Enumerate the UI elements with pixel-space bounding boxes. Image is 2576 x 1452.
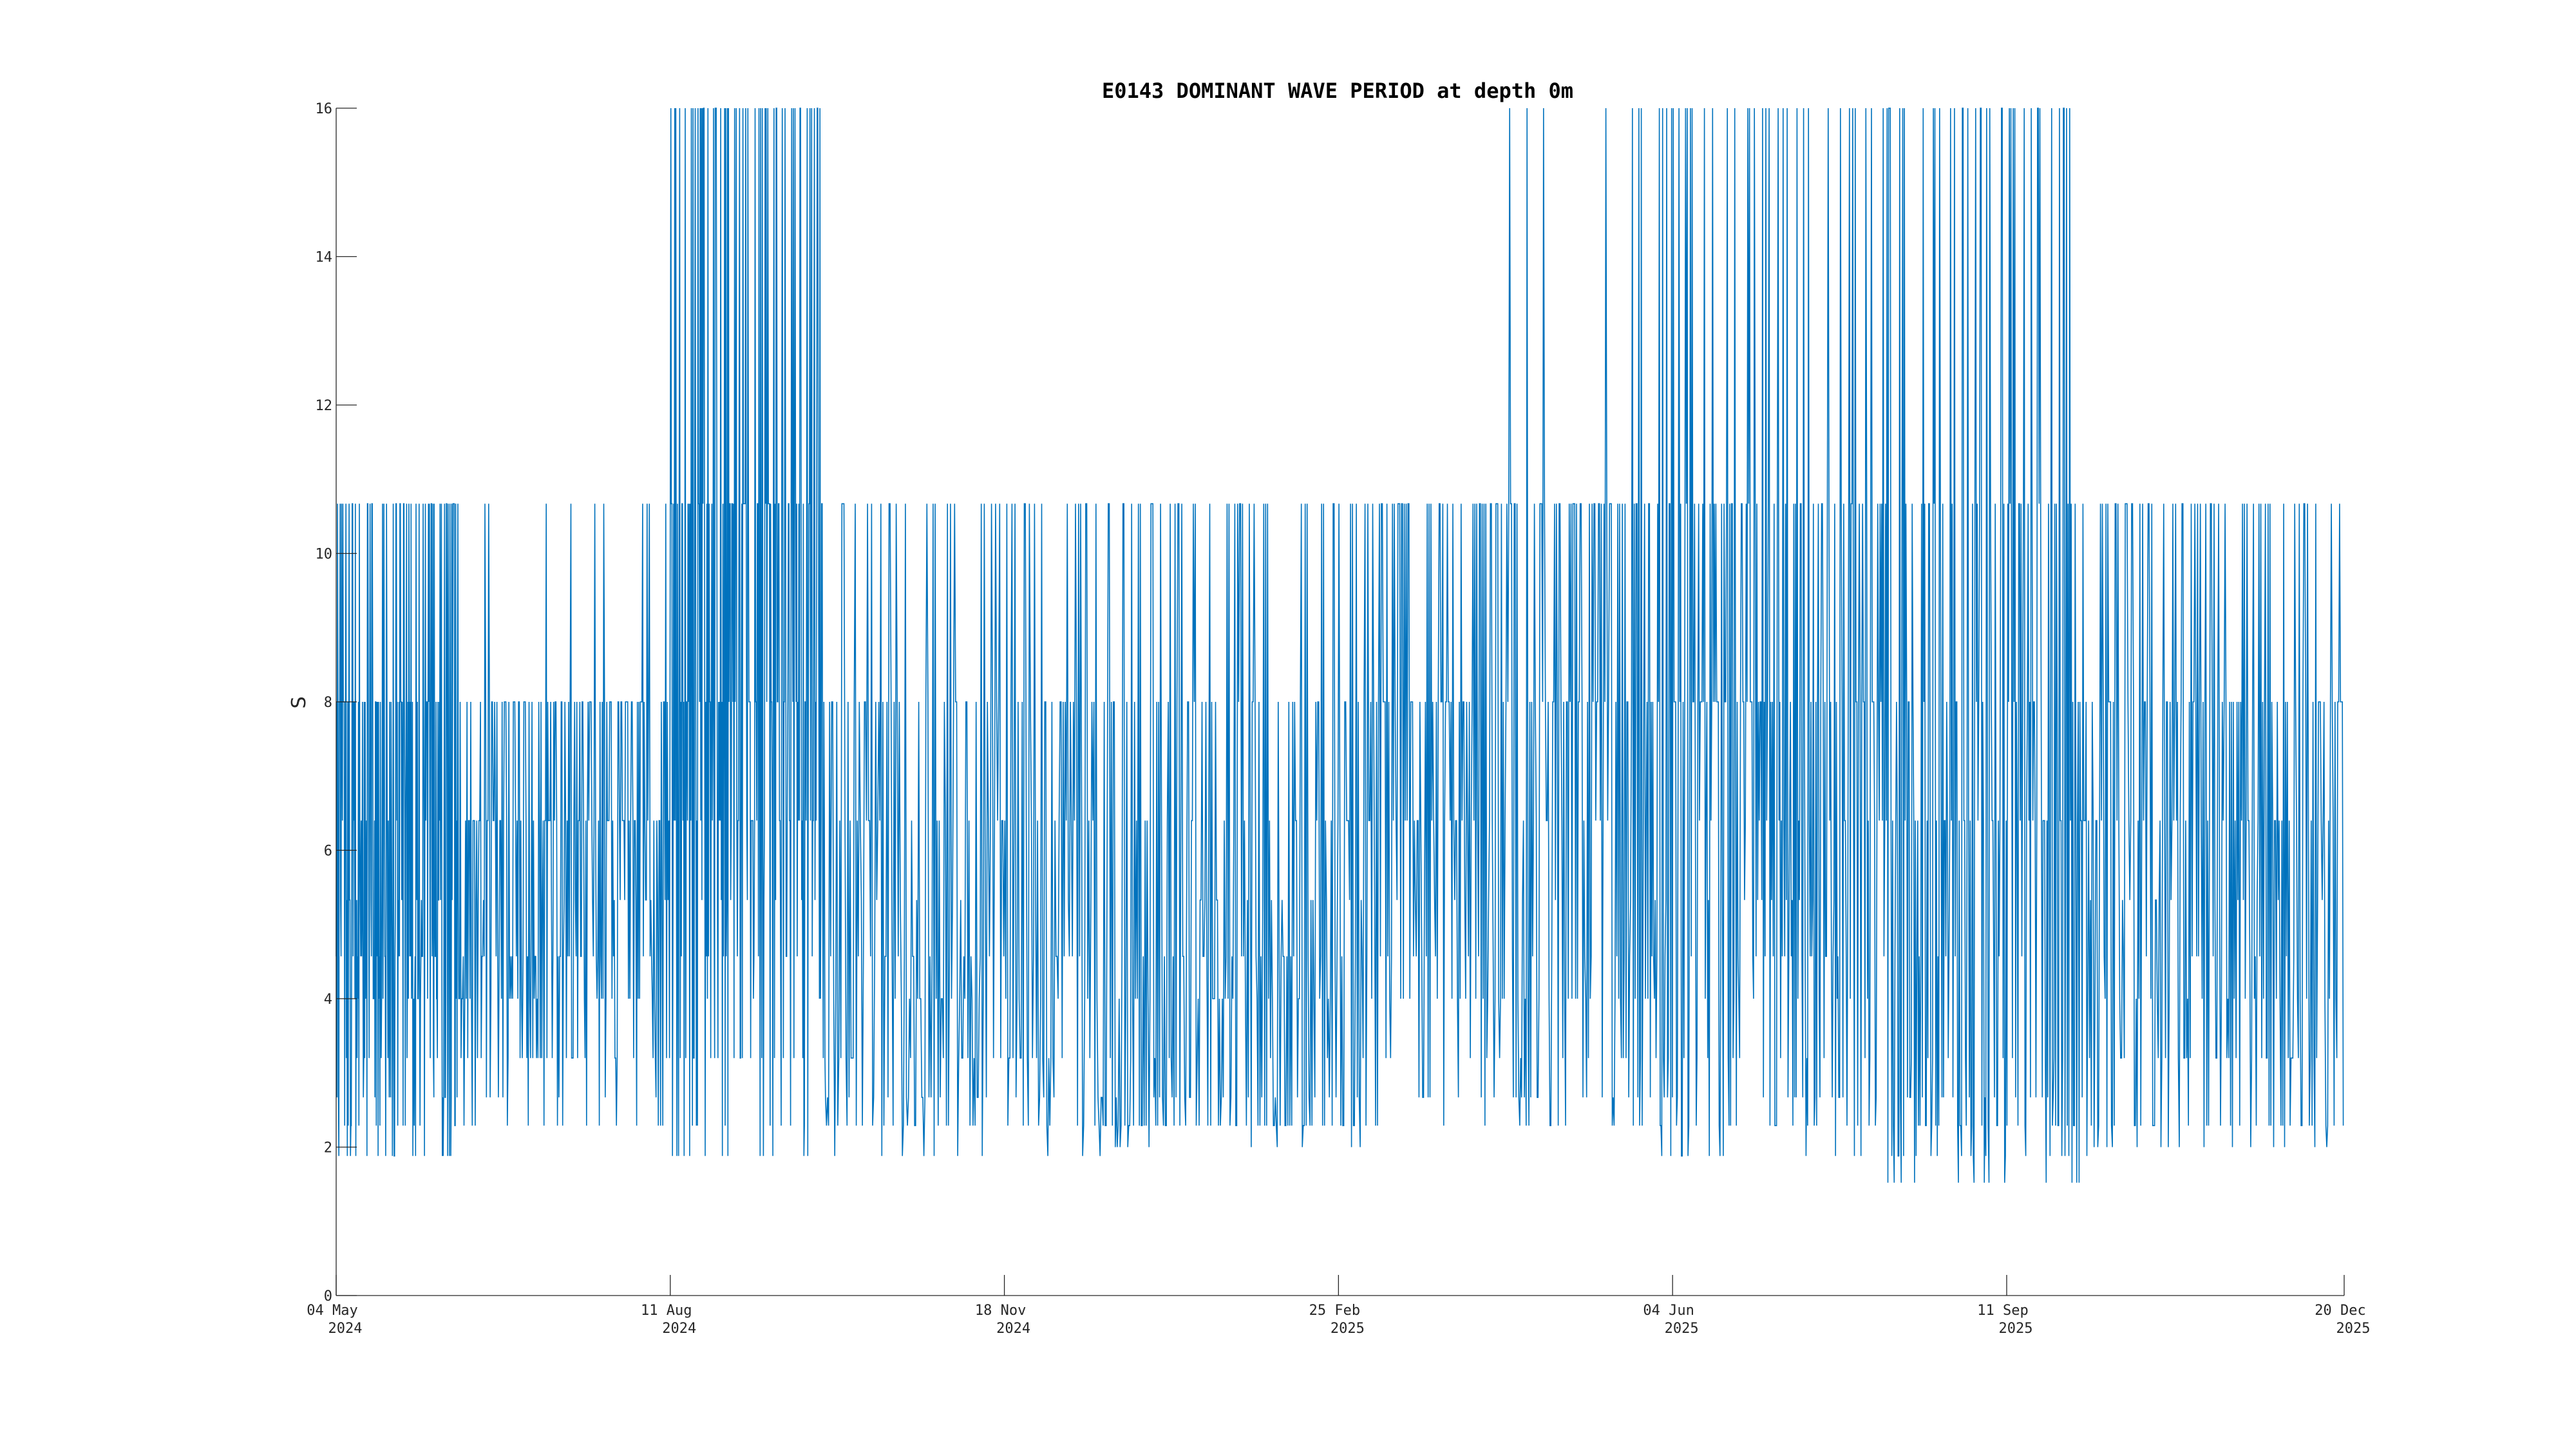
x-tick-label-6-line1: 20 Dec <box>2315 1303 2365 1319</box>
series-group <box>336 108 2344 1183</box>
x-tick-label-3-line2: 2025 <box>1331 1321 1365 1337</box>
y-tick-label-6: 6 <box>324 844 332 860</box>
x-tick-label-1-line2: 2024 <box>662 1321 696 1337</box>
x-tick-label-2-line2: 2024 <box>996 1321 1030 1337</box>
x-tick-label-4-line1: 04 Jun <box>1643 1303 1694 1319</box>
x-tick-label-0-line1: 04 May <box>307 1303 357 1319</box>
y-tick-label-8: 8 <box>324 695 332 711</box>
x-tick-label-6-line2: 2025 <box>2336 1321 2371 1337</box>
y-tick-label-2: 2 <box>324 1140 332 1156</box>
x-tick-label-1-line1: 11 Aug <box>641 1303 692 1319</box>
y-tick-label-0: 0 <box>324 1288 332 1305</box>
chart-title: E0143 DOMINANT WAVE PERIOD at depth 0m <box>1102 79 1573 103</box>
x-axis: 04 May 2024 11 Aug 2024 18 Nov 2024 25 Feb 2025… <box>307 1275 2370 1337</box>
y-tick-label-4: 4 <box>324 992 332 1008</box>
y-tick-label-16: 16 <box>316 101 333 117</box>
x-tick-label-4-line2: 2025 <box>1665 1321 1699 1337</box>
x-tick-label-5-line2: 2025 <box>1998 1321 2032 1337</box>
y-tick-label-14: 14 <box>316 250 333 266</box>
y-axis-label: S <box>288 696 310 708</box>
x-tick-label-2-line1: 18 Nov <box>975 1303 1026 1319</box>
y-tick-label-12: 12 <box>316 398 333 414</box>
series-line <box>336 108 2344 1183</box>
y-axis: 0 2 4 6 8 10 12 14 16 <box>316 101 357 1305</box>
x-tick-label-0-line2: 2024 <box>328 1321 363 1337</box>
y-tick-label-10: 10 <box>316 547 333 563</box>
x-tick-label-5-line1: 11 Sep <box>1977 1303 2028 1319</box>
x-tick-label-3-line1: 25 Feb <box>1309 1303 1360 1319</box>
